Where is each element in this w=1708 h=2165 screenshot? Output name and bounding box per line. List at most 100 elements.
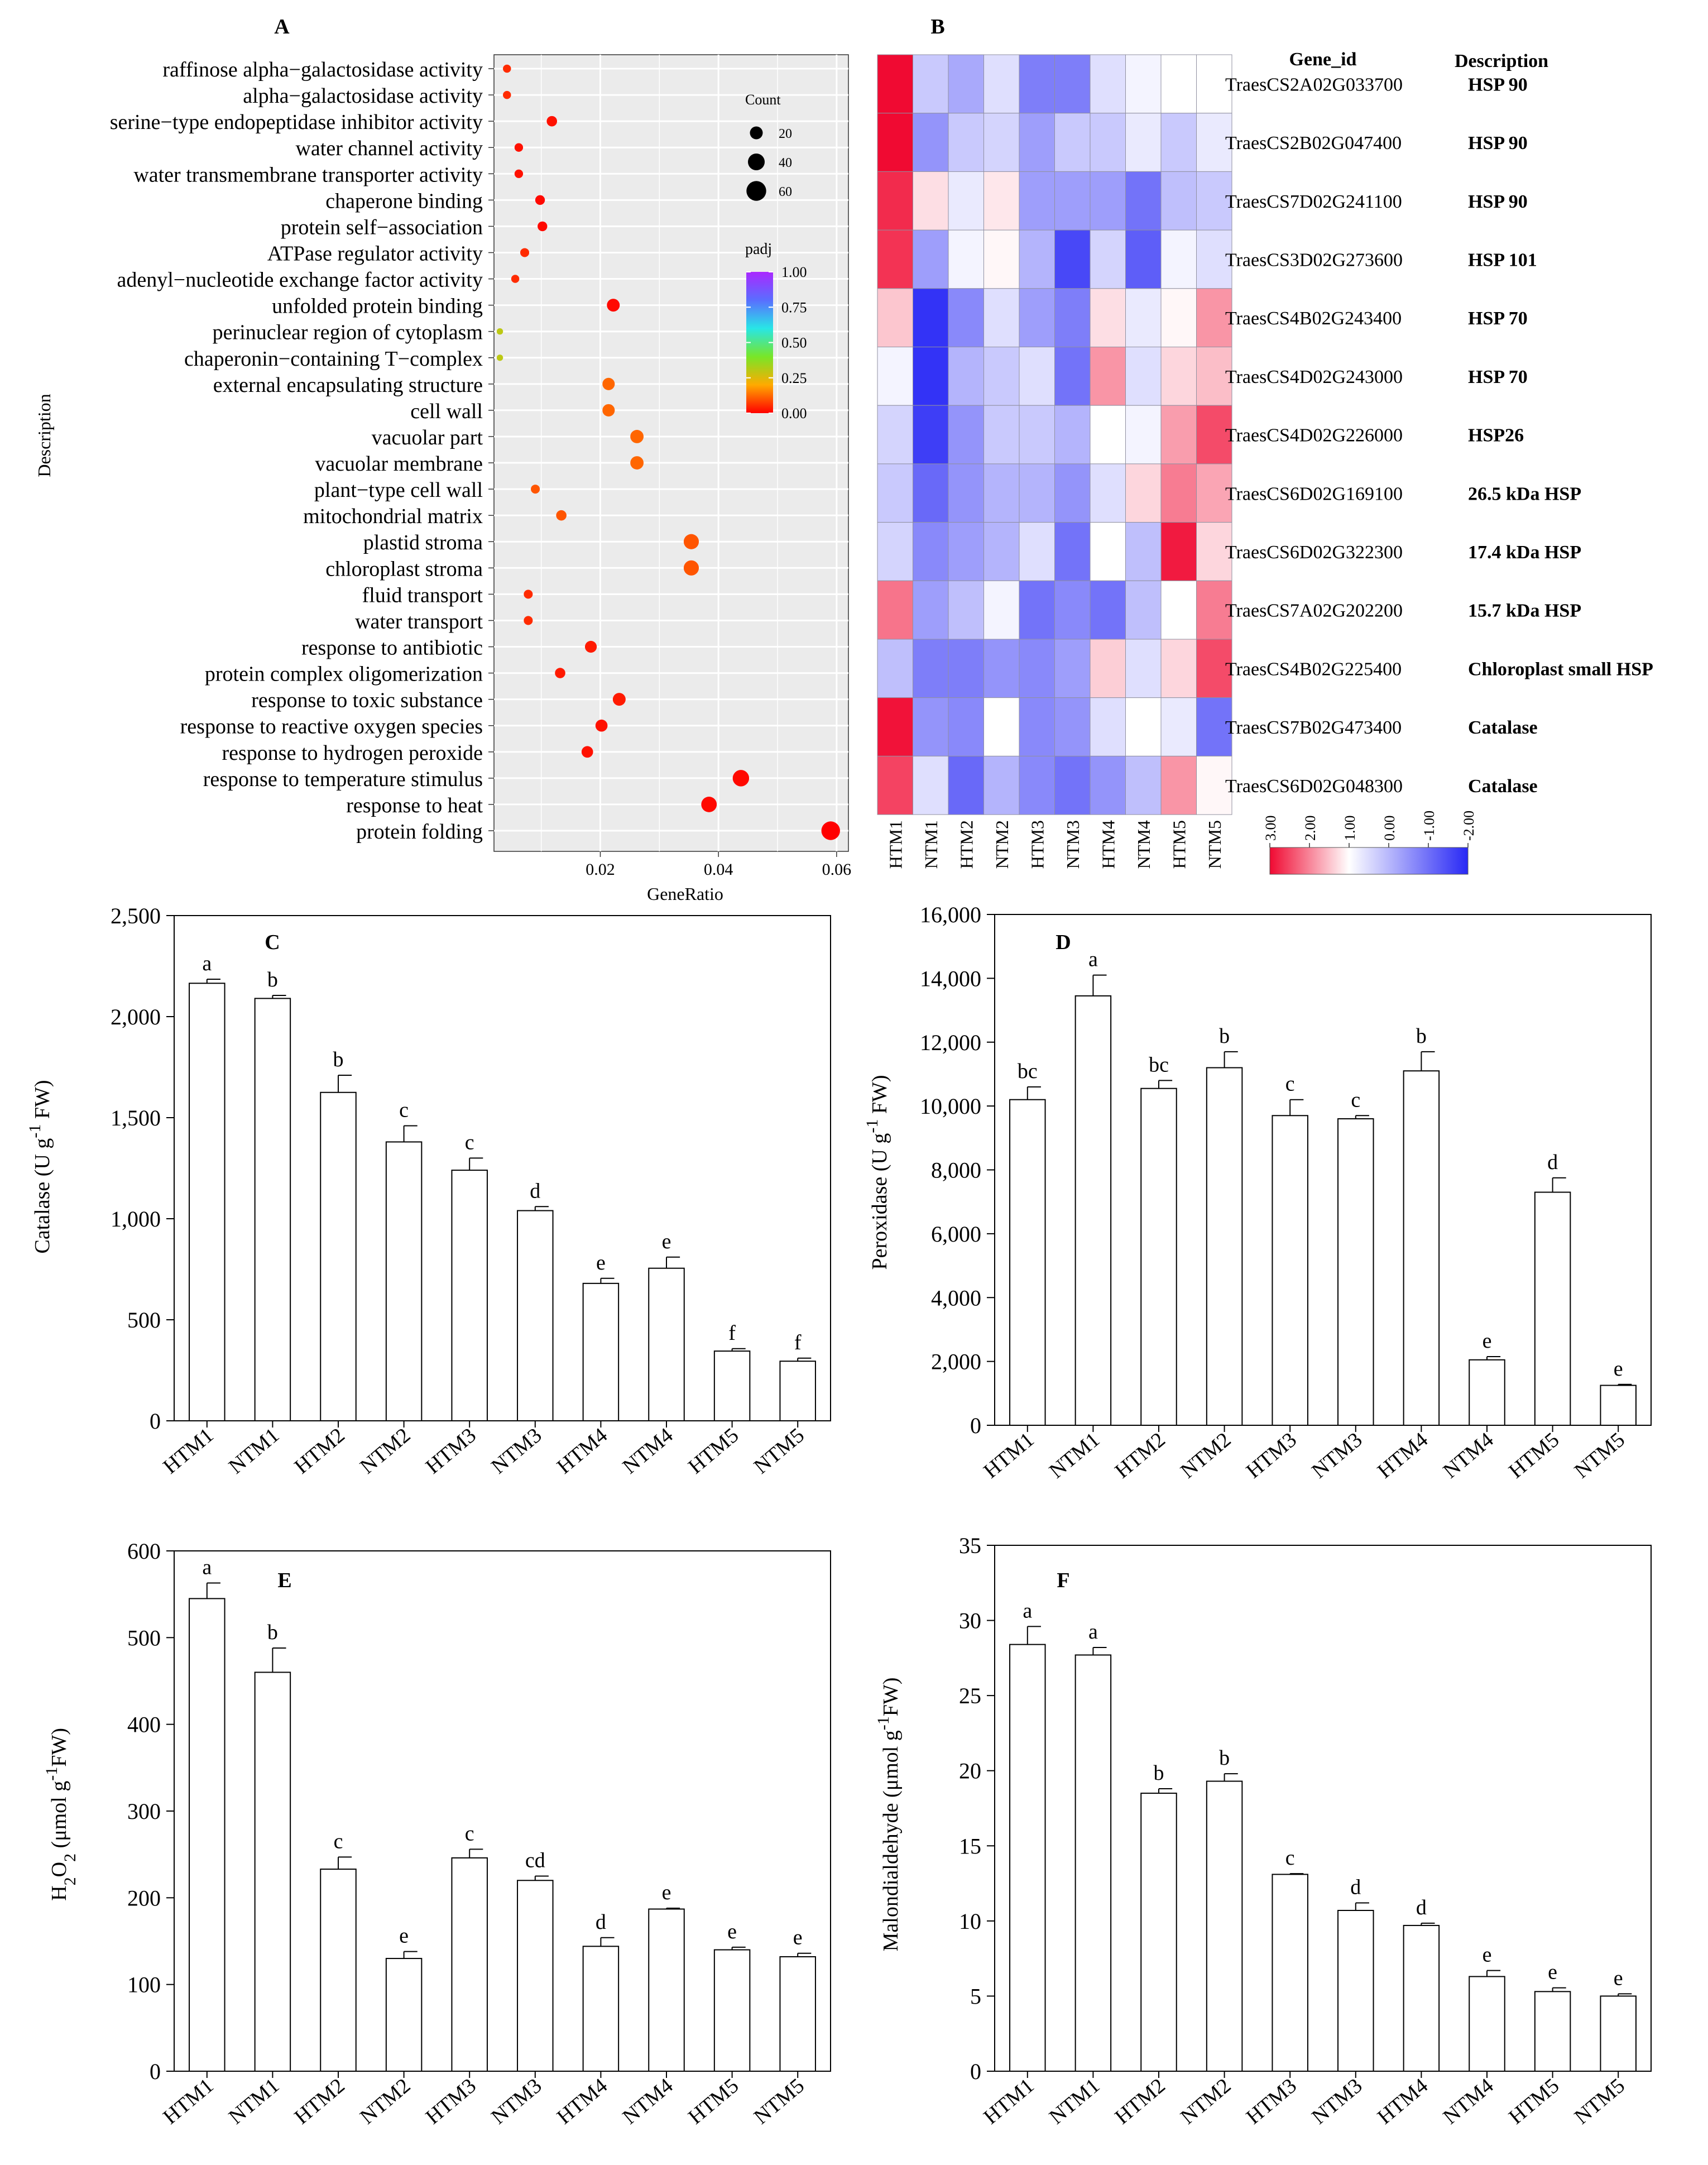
go-dot [595, 719, 608, 732]
heatmap-cell [983, 347, 1020, 406]
x-tick-label: NTM4 [618, 1424, 678, 1479]
go-term-label: response to reactive oxygen species [180, 715, 483, 739]
x-tick-label: NTM1 [224, 2074, 284, 2129]
x-tick-label: NTM2 [356, 1424, 415, 1479]
heatmap-cell [1125, 639, 1162, 698]
significance-letter: b [1219, 1024, 1230, 1048]
x-tick-label: NTM2 [356, 2074, 415, 2129]
heatmap-cell [948, 347, 984, 406]
heatmap-cell [1196, 580, 1232, 640]
heatmap-description: HSP 90 [1468, 133, 1528, 154]
y-axis-title-part: H [47, 1885, 71, 1900]
go-dot [630, 430, 644, 443]
significance-letter: e [1548, 1961, 1557, 1984]
heatmap-gene-id: TraesCS4D02G243000 [1225, 367, 1403, 387]
bar [1403, 1924, 1440, 2072]
bar [648, 1908, 685, 2072]
heatmap-cell [983, 522, 1020, 581]
go-dot [683, 560, 699, 576]
heatmap-cell [913, 54, 949, 114]
y-axis-title-part: -1 [26, 1124, 44, 1138]
heatmap-gene-id: TraesCS6D02G322300 [1225, 542, 1403, 563]
y-tick-label: 2,000 [931, 1349, 981, 1374]
go-dot [630, 456, 644, 470]
heatmap-cell [1019, 755, 1055, 815]
go-dot [503, 64, 511, 73]
heatmap-cell [1160, 229, 1197, 289]
heatmap-cell [1019, 229, 1055, 289]
heatmap-cell [983, 639, 1020, 698]
heatmap-cell [1090, 580, 1126, 640]
heatmap-cell [1054, 463, 1091, 523]
heatmap-cell [913, 755, 949, 815]
y-axis-title-part: FW) [47, 1728, 71, 1767]
significance-letter: b [1154, 1761, 1164, 1785]
bar [189, 983, 226, 1421]
heatmap-cell [1196, 288, 1232, 347]
significance-letter: e [596, 1251, 606, 1275]
heatmap-cell [1090, 639, 1126, 698]
y-axis-title: Catalase (U g-1 FW) [26, 1080, 55, 1254]
heatmap-column-label: HTM2 [957, 820, 977, 869]
x-tick-label: NTM1 [1045, 1428, 1104, 1483]
significance-letter: c [1285, 1846, 1295, 1870]
y-axis-title-part: Peroxidase (U g [868, 1133, 891, 1270]
heatmap-column-label: NTM3 [1063, 820, 1083, 869]
go-dot [531, 485, 540, 494]
plot-area-a [493, 54, 849, 852]
heatmap-description: Chloroplast small HSP [1468, 659, 1653, 679]
go-term-label: protein complex oligomerization [205, 663, 483, 686]
legend-padj-label: 0.50 [781, 335, 807, 351]
x-tick-label-a: 0.06 [822, 860, 852, 879]
heatmap-cell [913, 405, 949, 464]
x-tick-label: NTM3 [487, 1424, 546, 1479]
y-tick-label: 10,000 [920, 1094, 981, 1119]
heatmap-cell [1090, 288, 1126, 347]
heatmap-cell [1125, 288, 1162, 347]
y-axis-title-part: FW) [868, 1075, 891, 1119]
heatmap-cell [913, 697, 949, 756]
significance-letter: f [728, 1321, 736, 1345]
y-tick-label: 20 [959, 1759, 981, 1784]
heatmap-cell [983, 580, 1020, 640]
plot-frame [994, 1545, 1652, 2072]
heatmap-column-label: NTM2 [992, 820, 1012, 869]
heatmap-cell [1090, 171, 1126, 231]
bar [779, 1361, 816, 1421]
heatmap-cell [948, 113, 984, 172]
x-tick-label: HTM5 [684, 2074, 743, 2129]
heatmap-cell [1196, 171, 1232, 231]
bar [1009, 1644, 1046, 2072]
go-dot [821, 821, 840, 840]
heatmap-cell [1160, 697, 1197, 756]
heatmap-cell [983, 405, 1020, 464]
heatmap-cell [913, 580, 949, 640]
heatmap-cell [913, 113, 949, 172]
go-dot [556, 510, 567, 521]
heatmap-cell [913, 463, 949, 523]
x-tick-label: NTM3 [1307, 1428, 1366, 1483]
panel-c-catalase-bar-chart: 0 500 1,000 1,500 2,000 2,500 a HTM1 b NTM1 b HTM2 c… [26, 903, 831, 1478]
significance-letter: c [1351, 1088, 1360, 1112]
legend-count-label: 40 [779, 156, 792, 170]
heatmap-cell [1160, 580, 1197, 640]
heatmap-cell [1160, 347, 1197, 406]
heatmap-cell [877, 54, 913, 114]
significance-letter: d [1547, 1151, 1558, 1174]
significance-letter: e [1614, 1357, 1623, 1381]
heatmap-column-label: HTM4 [1098, 820, 1119, 869]
bar [254, 1671, 291, 2072]
x-tick-label: HTM3 [1242, 1428, 1301, 1483]
heatmap-column-label: NTM1 [921, 820, 941, 869]
bar [189, 1598, 226, 2072]
go-term-label: water transport [355, 610, 483, 633]
go-dot [503, 90, 511, 99]
heatmap-cell [1160, 54, 1197, 114]
heatmap-cell [1054, 522, 1091, 581]
bar [1534, 1191, 1571, 1426]
go-term-label: plastid stroma [363, 531, 483, 554]
y-tick-label: 2,000 [111, 1004, 161, 1029]
bar [1272, 1874, 1308, 2072]
heatmap-cell [1090, 347, 1126, 406]
heatmap-description: HSP 70 [1468, 308, 1528, 329]
